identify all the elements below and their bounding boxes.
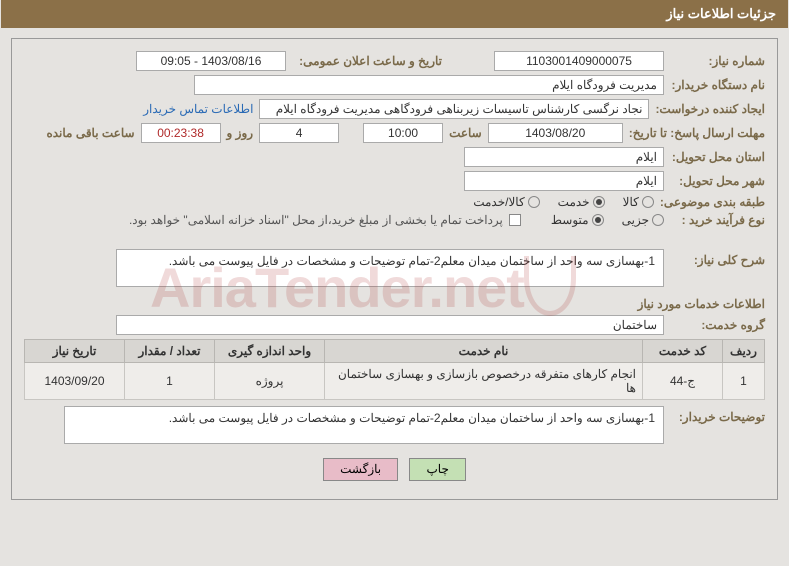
radio-medium[interactable]: متوسط xyxy=(551,213,604,227)
radio-service-input[interactable] xyxy=(593,196,605,208)
radio-both-input[interactable] xyxy=(528,196,540,208)
panel-title: جزئیات اطلاعات نیاز xyxy=(666,6,776,21)
deadline-date-field: 1403/08/20 xyxy=(488,123,623,143)
announce-field: 1403/08/16 - 09:05 xyxy=(136,51,286,71)
need-number-field: 1103001409000075 xyxy=(494,51,664,71)
main-container: جزئیات اطلاعات نیاز شماره نیاز: 11030014… xyxy=(1,0,788,500)
table-header-row: ردیف کد خدمت نام خدمت واحد اندازه گیری ت… xyxy=(25,340,765,363)
col-qty: تعداد / مقدار xyxy=(125,340,215,363)
deadline-time-field: 10:00 xyxy=(363,123,443,143)
radio-partial-label: جزیی xyxy=(622,213,649,227)
radio-partial[interactable]: جزیی xyxy=(622,213,664,227)
city-label: شهر محل تحویل: xyxy=(670,174,765,188)
radio-both-label: کالا/خدمت xyxy=(473,195,524,209)
buyer-org-field: مدیریت فرودگاه ایلام xyxy=(194,75,664,95)
service-group-label: گروه خدمت: xyxy=(670,318,765,332)
radio-service-label: خدمت xyxy=(558,195,590,209)
time-label: ساعت xyxy=(449,126,482,140)
category-label: طبقه بندی موضوعی: xyxy=(660,195,765,209)
countdown-field: 00:23:38 xyxy=(141,123,221,143)
cell-date: 1403/09/20 xyxy=(25,363,125,400)
requester-label: ایجاد کننده درخواست: xyxy=(655,102,765,116)
province-field: ایلام xyxy=(464,147,664,167)
remaining-label: ساعت باقی مانده xyxy=(46,126,134,140)
cell-code: ج-44 xyxy=(643,363,723,400)
buyer-org-label: نام دستگاه خریدار: xyxy=(670,78,765,92)
city-field: ایلام xyxy=(464,171,664,191)
table-row: 1 ج-44 انجام کارهای متفرقه درخصوص بازساز… xyxy=(25,363,765,400)
contact-link[interactable]: اطلاعات تماس خریدار xyxy=(143,102,253,116)
cell-name: انجام کارهای متفرقه درخصوص بازسازی و بهس… xyxy=(325,363,643,400)
cell-unit: پروژه xyxy=(215,363,325,400)
col-unit: واحد اندازه گیری xyxy=(215,340,325,363)
cell-row: 1 xyxy=(723,363,765,400)
details-panel: شماره نیاز: 1103001409000075 تاریخ و ساع… xyxy=(11,38,778,500)
col-name: نام خدمت xyxy=(325,340,643,363)
buyer-desc-label: توضیحات خریدار: xyxy=(670,410,765,424)
radio-medium-input[interactable] xyxy=(592,214,604,226)
print-button[interactable]: چاپ xyxy=(409,458,465,481)
payment-checkbox[interactable] xyxy=(509,214,521,226)
back-button[interactable]: بازگشت xyxy=(323,458,398,481)
summary-label: شرح کلی نیاز: xyxy=(670,253,765,267)
announce-label: تاریخ و ساعت اعلان عمومی: xyxy=(292,54,442,68)
service-group-field: ساختمان xyxy=(116,315,664,335)
deadline-label: مهلت ارسال پاسخ: تا تاریخ: xyxy=(629,126,765,140)
radio-goods-input[interactable] xyxy=(642,196,654,208)
category-radio-group: کالا خدمت کالا/خدمت xyxy=(473,195,654,209)
requester-field: نجاد نرگسی کارشناس تاسیسات زیربناهی فرود… xyxy=(259,99,649,119)
col-code: کد خدمت xyxy=(643,340,723,363)
process-radio-group: جزیی متوسط xyxy=(551,213,664,227)
radio-goods-label: کالا xyxy=(623,195,639,209)
process-label: نوع فرآیند خرید : xyxy=(670,213,765,227)
payment-note: پرداخت تمام یا بخشی از مبلغ خرید،از محل … xyxy=(129,213,503,227)
days-label: روز و xyxy=(227,126,254,140)
services-table: ردیف کد خدمت نام خدمت واحد اندازه گیری ت… xyxy=(24,339,765,400)
col-date: تاریخ نیاز xyxy=(25,340,125,363)
radio-partial-input[interactable] xyxy=(652,214,664,226)
radio-medium-label: متوسط xyxy=(551,213,589,227)
province-label: استان محل تحویل: xyxy=(670,150,765,164)
radio-both[interactable]: کالا/خدمت xyxy=(473,195,539,209)
col-row: ردیف xyxy=(723,340,765,363)
services-header: اطلاعات خدمات مورد نیاز xyxy=(24,297,765,311)
cell-qty: 1 xyxy=(125,363,215,400)
button-row: چاپ بازگشت xyxy=(24,458,765,481)
days-field: 4 xyxy=(259,123,339,143)
need-number-label: شماره نیاز: xyxy=(670,54,765,68)
summary-text: 1-بهسازی سه واحد از ساختمان میدان معلم2-… xyxy=(116,249,664,287)
buyer-desc-text: 1-بهسازی سه واحد از ساختمان میدان معلم2-… xyxy=(64,406,664,444)
radio-goods[interactable]: کالا xyxy=(623,195,654,209)
panel-header: جزئیات اطلاعات نیاز xyxy=(1,0,788,28)
radio-service[interactable]: خدمت xyxy=(558,195,605,209)
